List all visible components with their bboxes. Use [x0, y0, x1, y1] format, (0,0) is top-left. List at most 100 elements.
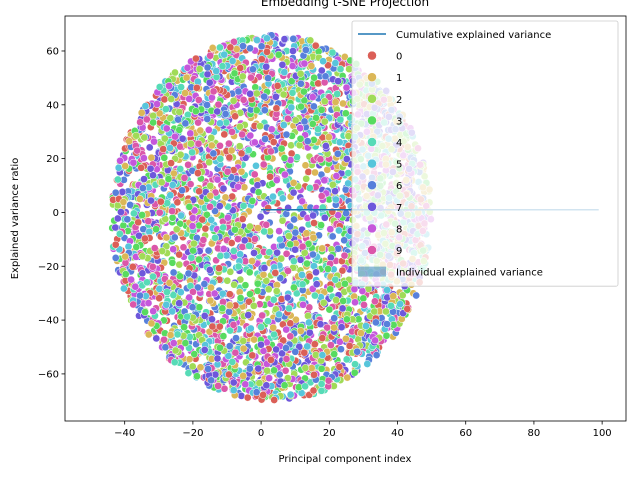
scatter-point — [214, 100, 223, 109]
scatter-point — [149, 111, 158, 120]
scatter-point — [176, 165, 185, 173]
scatter-point — [185, 333, 194, 341]
scatter-point — [290, 283, 298, 292]
scatter-point — [213, 354, 222, 363]
scatter-point — [225, 153, 234, 162]
scatter-point — [311, 41, 320, 50]
scatter-point — [244, 146, 253, 155]
scatter-point — [206, 51, 215, 60]
scatter-point — [231, 112, 239, 121]
scatter-point — [175, 108, 184, 116]
scatter-point — [169, 169, 178, 178]
scatter-point — [272, 287, 281, 295]
scatter-point — [236, 294, 245, 302]
scatter-point — [229, 247, 238, 255]
scatter-point — [228, 358, 237, 366]
scatter-point — [316, 320, 325, 329]
variance-bar — [273, 212, 277, 213]
scatter-point — [125, 137, 134, 146]
scatter-point — [304, 312, 312, 320]
scatter-point — [149, 171, 157, 180]
scatter-point — [111, 223, 120, 232]
x-tick-label: 100 — [593, 428, 612, 439]
scatter-point — [150, 244, 159, 252]
y-tick-label: 20 — [46, 154, 59, 165]
scatter-points — [108, 31, 435, 404]
scatter-point — [169, 339, 178, 347]
scatter-point — [383, 320, 391, 328]
scatter-point — [187, 253, 196, 262]
scatter-point — [311, 291, 319, 300]
scatter-point — [174, 115, 182, 124]
scatter-point — [284, 267, 292, 275]
scatter-point — [338, 304, 347, 313]
scatter-point — [141, 102, 150, 110]
scatter-point — [225, 342, 234, 350]
scatter-point — [239, 42, 247, 50]
scatter-point — [257, 340, 265, 349]
scatter-point — [284, 114, 292, 123]
scatter-point — [288, 62, 297, 70]
scatter-point — [302, 46, 310, 54]
scatter-point — [245, 364, 254, 373]
scatter-point — [144, 217, 153, 226]
scatter-point — [163, 199, 172, 207]
scatter-point — [320, 213, 329, 222]
scatter-point — [153, 100, 161, 108]
scatter-point — [123, 215, 132, 224]
scatter-point — [281, 170, 289, 179]
scatter-point — [219, 184, 228, 193]
scatter-point — [289, 34, 298, 43]
scatter-point — [166, 331, 175, 339]
scatter-point — [325, 305, 334, 314]
y-tick-label: −60 — [38, 369, 59, 380]
scatter-point — [350, 285, 359, 294]
scatter-point — [204, 246, 213, 255]
scatter-point — [362, 322, 370, 330]
scatter-point — [182, 73, 191, 82]
scatter-point — [317, 106, 326, 114]
scatter-point — [134, 218, 143, 227]
scatter-point — [240, 183, 249, 192]
scatter-point — [317, 380, 326, 388]
scatter-point — [147, 153, 156, 162]
scatter-point — [184, 369, 193, 377]
scatter-point — [121, 270, 130, 279]
scatter-point — [132, 243, 141, 251]
scatter-point — [207, 283, 215, 292]
scatter-point — [308, 120, 317, 128]
scatter-point — [201, 224, 210, 233]
scatter-point — [269, 138, 278, 146]
scatter-point — [237, 149, 246, 158]
scatter-point — [249, 65, 257, 74]
x-tick-label: 20 — [323, 428, 336, 439]
x-tick-label: 80 — [528, 428, 541, 439]
scatter-point — [257, 42, 266, 51]
scatter-point — [239, 372, 248, 380]
scatter-point — [260, 264, 269, 272]
scatter-point — [218, 62, 227, 71]
scatter-point — [237, 167, 246, 176]
scatter-point — [320, 97, 329, 106]
legend-patch-swatch — [358, 266, 386, 277]
plot-area — [108, 31, 599, 404]
scatter-point — [270, 366, 278, 375]
scatter-point — [241, 281, 250, 290]
scatter-point — [285, 304, 293, 313]
scatter-point — [412, 291, 421, 300]
variance-bar — [269, 212, 273, 213]
scatter-point — [275, 310, 283, 319]
scatter-point — [178, 186, 186, 195]
scatter-point — [280, 381, 289, 390]
scatter-point — [160, 134, 169, 143]
scatter-point — [203, 70, 212, 79]
scatter-point — [120, 284, 128, 293]
scatter-point — [298, 197, 306, 206]
scatter-point — [118, 188, 127, 196]
scatter-point — [253, 287, 262, 295]
scatter-point — [300, 117, 309, 126]
scatter-point — [358, 287, 367, 295]
scatter-point — [238, 243, 247, 251]
y-tick-label: −40 — [38, 316, 59, 327]
